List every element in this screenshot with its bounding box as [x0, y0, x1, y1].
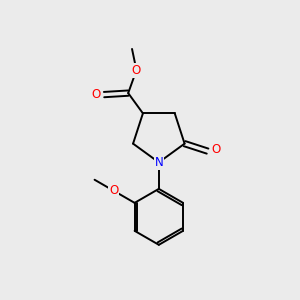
- Text: N: N: [154, 156, 163, 169]
- Text: O: O: [132, 64, 141, 76]
- Text: O: O: [109, 184, 118, 197]
- Text: O: O: [91, 88, 101, 101]
- Text: O: O: [211, 143, 220, 156]
